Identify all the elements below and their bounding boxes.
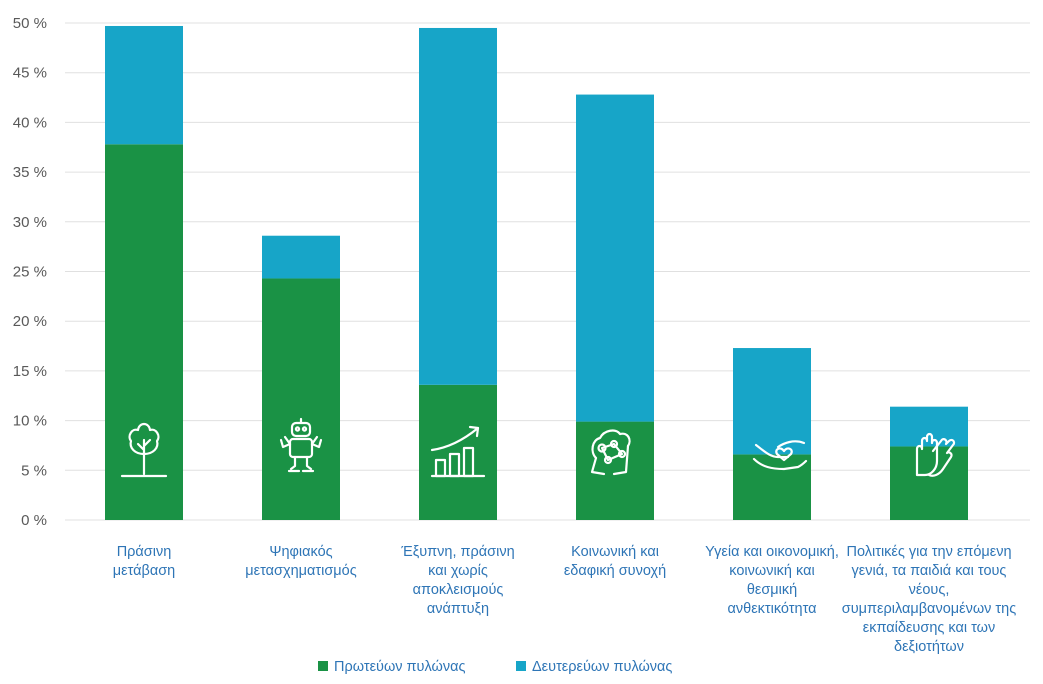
category-label-line: συμπεριλαμβανομένων της — [842, 601, 1016, 617]
category-label: Υγεία και οικονομική, κοινωνική και θεσμικ… — [705, 544, 839, 617]
bar-secondary-segment — [419, 27, 497, 385]
category-label-line: ανάπτυξη — [427, 601, 489, 617]
y-tick-label: 45 % — [13, 65, 47, 82]
category-label-line: Έξυπνη, πράσινη — [400, 544, 514, 560]
category-label-line: αποκλεισμούς — [413, 582, 504, 598]
y-axis-ticks: 0 % 5 % 10 % 15 % 20 % 25 % 30 % 35 % 40 % 45 % 50… — [13, 15, 47, 529]
category-label: Πράσινη μετάβαση — [113, 544, 175, 579]
category-label-line: ανθεκτικότητα — [728, 601, 817, 617]
bar-primary-segment — [419, 384, 497, 520]
category-label: Ψηφιακός μετασχηματισμός — [245, 544, 356, 579]
y-tick-label: 10 % — [13, 413, 47, 430]
category-label-line: Κοινωνική και — [571, 544, 659, 560]
y-tick-label: 25 % — [13, 264, 47, 281]
y-tick-label: 15 % — [13, 363, 47, 380]
y-tick-label: 35 % — [13, 164, 47, 181]
bars-layer — [105, 25, 968, 520]
y-tick-label: 0 % — [21, 512, 47, 529]
legend-label-secondary: Δευτερεύων πυλώνας — [532, 659, 672, 675]
legend-swatch-secondary — [516, 661, 526, 671]
category-label-line: Υγεία και οικονομική, — [705, 544, 839, 560]
bar-primary-segment — [576, 421, 654, 520]
category-label-line: κοινωνική και — [729, 563, 814, 579]
category-label-line: μετάβαση — [113, 563, 175, 579]
category-label-line: θεσμική — [747, 582, 797, 598]
category-labels: Πράσινη μετάβαση Ψηφιακός μετασχηματισμός Έξ… — [113, 544, 1016, 655]
growth-chart-icon — [430, 425, 486, 478]
community-icon — [590, 429, 631, 476]
legend-swatch-primary — [318, 661, 328, 671]
category-label: Κοινωνική και εδαφική συνοχή — [564, 544, 666, 579]
category-label-line: εδαφική συνοχή — [564, 563, 666, 579]
bar-primary-segment — [262, 278, 340, 520]
tree-icon — [120, 422, 168, 478]
category-label-line: και χωρίς — [428, 563, 488, 579]
y-tick-label: 5 % — [21, 462, 47, 479]
category-label-line: μετασχηματισμός — [245, 563, 356, 579]
category-label: Πολιτικές για την επόμενη γενιά, τα παιδι… — [842, 544, 1016, 655]
y-tick-label: 40 % — [13, 114, 47, 131]
bar-primary-segment — [733, 454, 811, 520]
category-label-line: Ψηφιακός — [269, 544, 332, 560]
category-label: Έξυπνη, πράσινη και χωρίς αποκλεισμούς ανάπ… — [400, 544, 514, 617]
caring-hands-icon — [752, 440, 808, 471]
grid-layer — [65, 22, 1030, 521]
y-tick-label: 20 % — [13, 313, 47, 330]
robot-icon — [279, 417, 323, 473]
legend: Πρωτεύων πυλώνας Δευτερεύων πυλώνας — [318, 659, 672, 675]
y-tick-label: 30 % — [13, 214, 47, 231]
bar-secondary-segment — [890, 406, 968, 447]
bar-primary-segment — [890, 446, 968, 520]
category-label-line: εκπαίδευσης και των — [863, 620, 995, 636]
hands-icon — [915, 432, 956, 477]
legend-label-primary: Πρωτεύων πυλώνας — [334, 659, 465, 675]
bar-secondary-segment — [105, 25, 183, 145]
category-label-line: Πράσινη — [117, 544, 172, 560]
bar-icons-layer — [120, 417, 956, 478]
category-label-line: Πολιτικές για την επόμενη — [846, 544, 1011, 560]
bar-secondary-segment — [262, 235, 340, 279]
bar-secondary-segment — [733, 348, 811, 455]
y-tick-label: 50 % — [13, 15, 47, 32]
category-label-line: γενιά, τα παιδιά και τους — [852, 563, 1007, 579]
bar-secondary-segment — [576, 94, 654, 422]
category-label-line: δεξιοτήτων — [894, 639, 964, 655]
category-label-line: νέους, — [909, 582, 950, 598]
